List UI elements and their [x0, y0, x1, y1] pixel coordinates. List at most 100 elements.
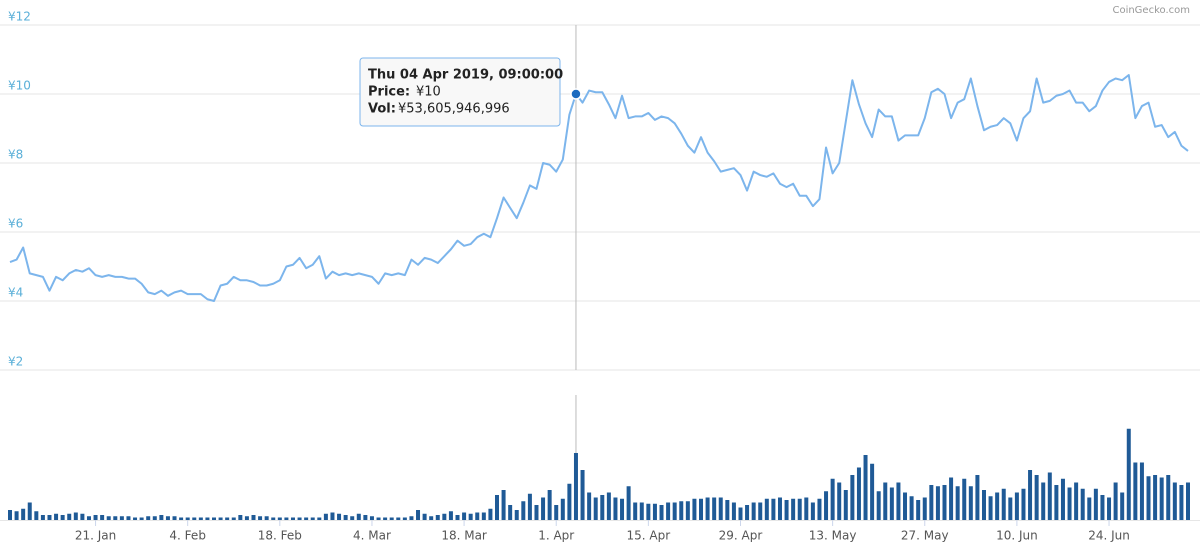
volume-bar	[343, 515, 348, 520]
volume-bar	[179, 517, 184, 520]
y-tick-label: ¥8	[8, 148, 23, 162]
volume-bar	[152, 516, 157, 520]
volume-bar	[1008, 497, 1013, 520]
volume-bar	[856, 467, 861, 520]
volume-bar	[1074, 482, 1079, 520]
volume-bar	[929, 485, 934, 520]
volume-bar	[356, 513, 361, 520]
volume-bar	[1107, 497, 1112, 520]
y-tick-label: ¥6	[8, 217, 23, 231]
volume-bar	[1179, 485, 1184, 520]
volume-bar	[317, 517, 322, 520]
volume-bar	[185, 517, 190, 520]
volume-bar	[383, 517, 388, 520]
volume-bar	[1166, 475, 1171, 520]
volume-bar	[422, 513, 427, 520]
volume-bar	[573, 452, 578, 520]
volume-bar	[205, 517, 210, 520]
volume-bar	[1146, 476, 1151, 520]
volume-bar	[679, 501, 684, 520]
x-tick-label: 18. Mar	[441, 529, 487, 543]
volume-bar	[192, 517, 197, 520]
volume-bar	[231, 517, 236, 520]
volume-bar	[1034, 475, 1039, 520]
volume-bar	[488, 508, 493, 520]
volume-bar	[843, 490, 848, 520]
volume-bar	[67, 513, 72, 520]
volume-bar	[567, 483, 572, 520]
volume-bar	[527, 493, 532, 520]
volume-bar	[376, 517, 381, 520]
volume-bar	[409, 516, 414, 520]
volume-bar	[738, 507, 743, 520]
volume-bar	[580, 470, 585, 520]
volume-bar	[350, 516, 355, 520]
x-tick-label: 21. Jan	[75, 529, 116, 543]
volume-bar	[21, 508, 26, 520]
volume-bar	[771, 498, 776, 520]
volume-bar	[119, 516, 124, 520]
volume-bar	[40, 515, 45, 520]
grid: ¥2 ¥4 ¥6 ¥8 ¥10 ¥12 21. Jan 4. Feb 18. Feb 4. Mar…	[0, 10, 1200, 543]
volume-bar	[435, 515, 440, 520]
marks	[8, 25, 1190, 520]
volume-bar	[1133, 462, 1138, 520]
volume-bar	[870, 463, 875, 520]
volume-bar	[323, 513, 328, 520]
volume-bar	[764, 498, 769, 520]
tooltip-price: ¥10	[416, 85, 441, 100]
volume-bar	[481, 512, 486, 520]
volume-bar	[1001, 488, 1006, 520]
x-tick-label: 4. Feb	[169, 529, 206, 543]
volume-bar	[225, 517, 230, 520]
volume-bar	[837, 482, 842, 520]
volume-bar	[955, 486, 960, 520]
volume-bar	[34, 511, 39, 520]
volume-bar	[521, 501, 526, 520]
x-tick-label: 13. May	[809, 529, 857, 543]
volume-bar	[1159, 477, 1164, 520]
volume-bar	[244, 516, 249, 520]
volume-bar	[416, 510, 421, 520]
volume-bar	[501, 490, 506, 520]
volume-bar	[455, 515, 460, 520]
volume-bar	[27, 502, 32, 520]
volume-bar	[73, 512, 78, 520]
credit: CoinGecko.com	[1112, 5, 1190, 16]
volume-bar	[620, 498, 625, 520]
x-tick-label: 4. Mar	[353, 529, 391, 543]
volume-bar	[93, 515, 98, 520]
volume-bar	[1047, 472, 1052, 520]
volume-bar	[1054, 485, 1059, 520]
volume-bar	[54, 513, 59, 520]
volume-bar	[271, 517, 276, 520]
price-line	[9, 74, 1189, 302]
volume-bar	[198, 517, 203, 520]
volume-bar	[258, 516, 263, 520]
volume-bar	[718, 497, 723, 520]
x-tick-label: 10. Jun	[996, 529, 1038, 543]
volume-bar	[165, 516, 170, 520]
volume-bar	[494, 495, 499, 520]
volume-bar	[304, 517, 309, 520]
volume-bar	[212, 517, 217, 520]
volume-bar	[363, 515, 368, 520]
volume-bar	[784, 500, 789, 520]
volume-bar	[462, 512, 467, 520]
volume-bar	[310, 517, 315, 520]
volume-bar	[8, 510, 12, 520]
volume-bar	[903, 492, 908, 520]
volume-bar	[547, 490, 552, 520]
volume-bar	[468, 513, 473, 520]
volume-bar	[113, 516, 118, 520]
volume-bar	[1014, 492, 1019, 520]
volume-bar	[725, 500, 730, 520]
volume-bar	[935, 486, 940, 520]
volume-bar	[1153, 475, 1158, 520]
y-tick-label: ¥4	[8, 286, 23, 300]
volume-bar	[692, 498, 697, 520]
volume-bar	[797, 498, 802, 520]
volume-bar	[613, 497, 618, 520]
volume-bar	[758, 502, 763, 520]
